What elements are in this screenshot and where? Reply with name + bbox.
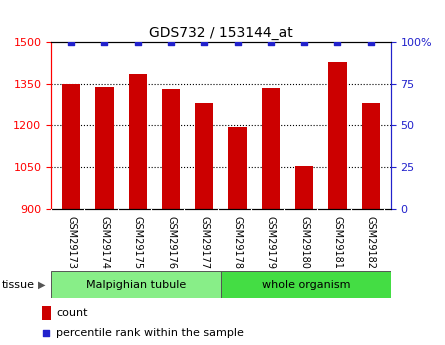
Bar — [95, 87, 113, 209]
Text: GSM29176: GSM29176 — [166, 216, 176, 269]
Bar — [195, 103, 214, 209]
Text: GSM29179: GSM29179 — [266, 216, 276, 269]
Point — [334, 39, 341, 45]
Point — [68, 39, 75, 45]
Bar — [42, 306, 51, 320]
Text: GSM29175: GSM29175 — [133, 216, 143, 269]
Bar — [62, 84, 80, 209]
Text: percentile rank within the sample: percentile rank within the sample — [56, 328, 244, 338]
Bar — [328, 61, 347, 209]
Point — [101, 39, 108, 45]
Bar — [221, 271, 391, 298]
Text: GSM29182: GSM29182 — [366, 216, 376, 269]
Point — [301, 39, 308, 45]
Point — [134, 39, 141, 45]
Text: GSM29180: GSM29180 — [299, 216, 309, 269]
Text: ▶: ▶ — [38, 280, 45, 289]
Point — [43, 330, 50, 336]
Point — [367, 39, 374, 45]
Text: GSM29178: GSM29178 — [233, 216, 243, 269]
Text: whole organism: whole organism — [262, 280, 350, 289]
Point — [234, 39, 241, 45]
Title: GDS732 / 153144_at: GDS732 / 153144_at — [149, 26, 293, 40]
Bar — [51, 271, 221, 298]
Bar — [228, 127, 247, 209]
Text: GSM29173: GSM29173 — [66, 216, 76, 269]
Bar — [262, 88, 280, 209]
Bar — [129, 74, 147, 209]
Bar — [362, 103, 380, 209]
Point — [167, 39, 174, 45]
Point — [267, 39, 275, 45]
Point — [201, 39, 208, 45]
Text: tissue: tissue — [2, 280, 35, 289]
Bar — [295, 166, 313, 209]
Text: count: count — [56, 308, 88, 318]
Text: Malpighian tubule: Malpighian tubule — [86, 280, 186, 289]
Text: GSM29177: GSM29177 — [199, 216, 209, 269]
Bar — [162, 89, 180, 209]
Text: GSM29181: GSM29181 — [332, 216, 343, 269]
Text: GSM29174: GSM29174 — [99, 216, 109, 269]
